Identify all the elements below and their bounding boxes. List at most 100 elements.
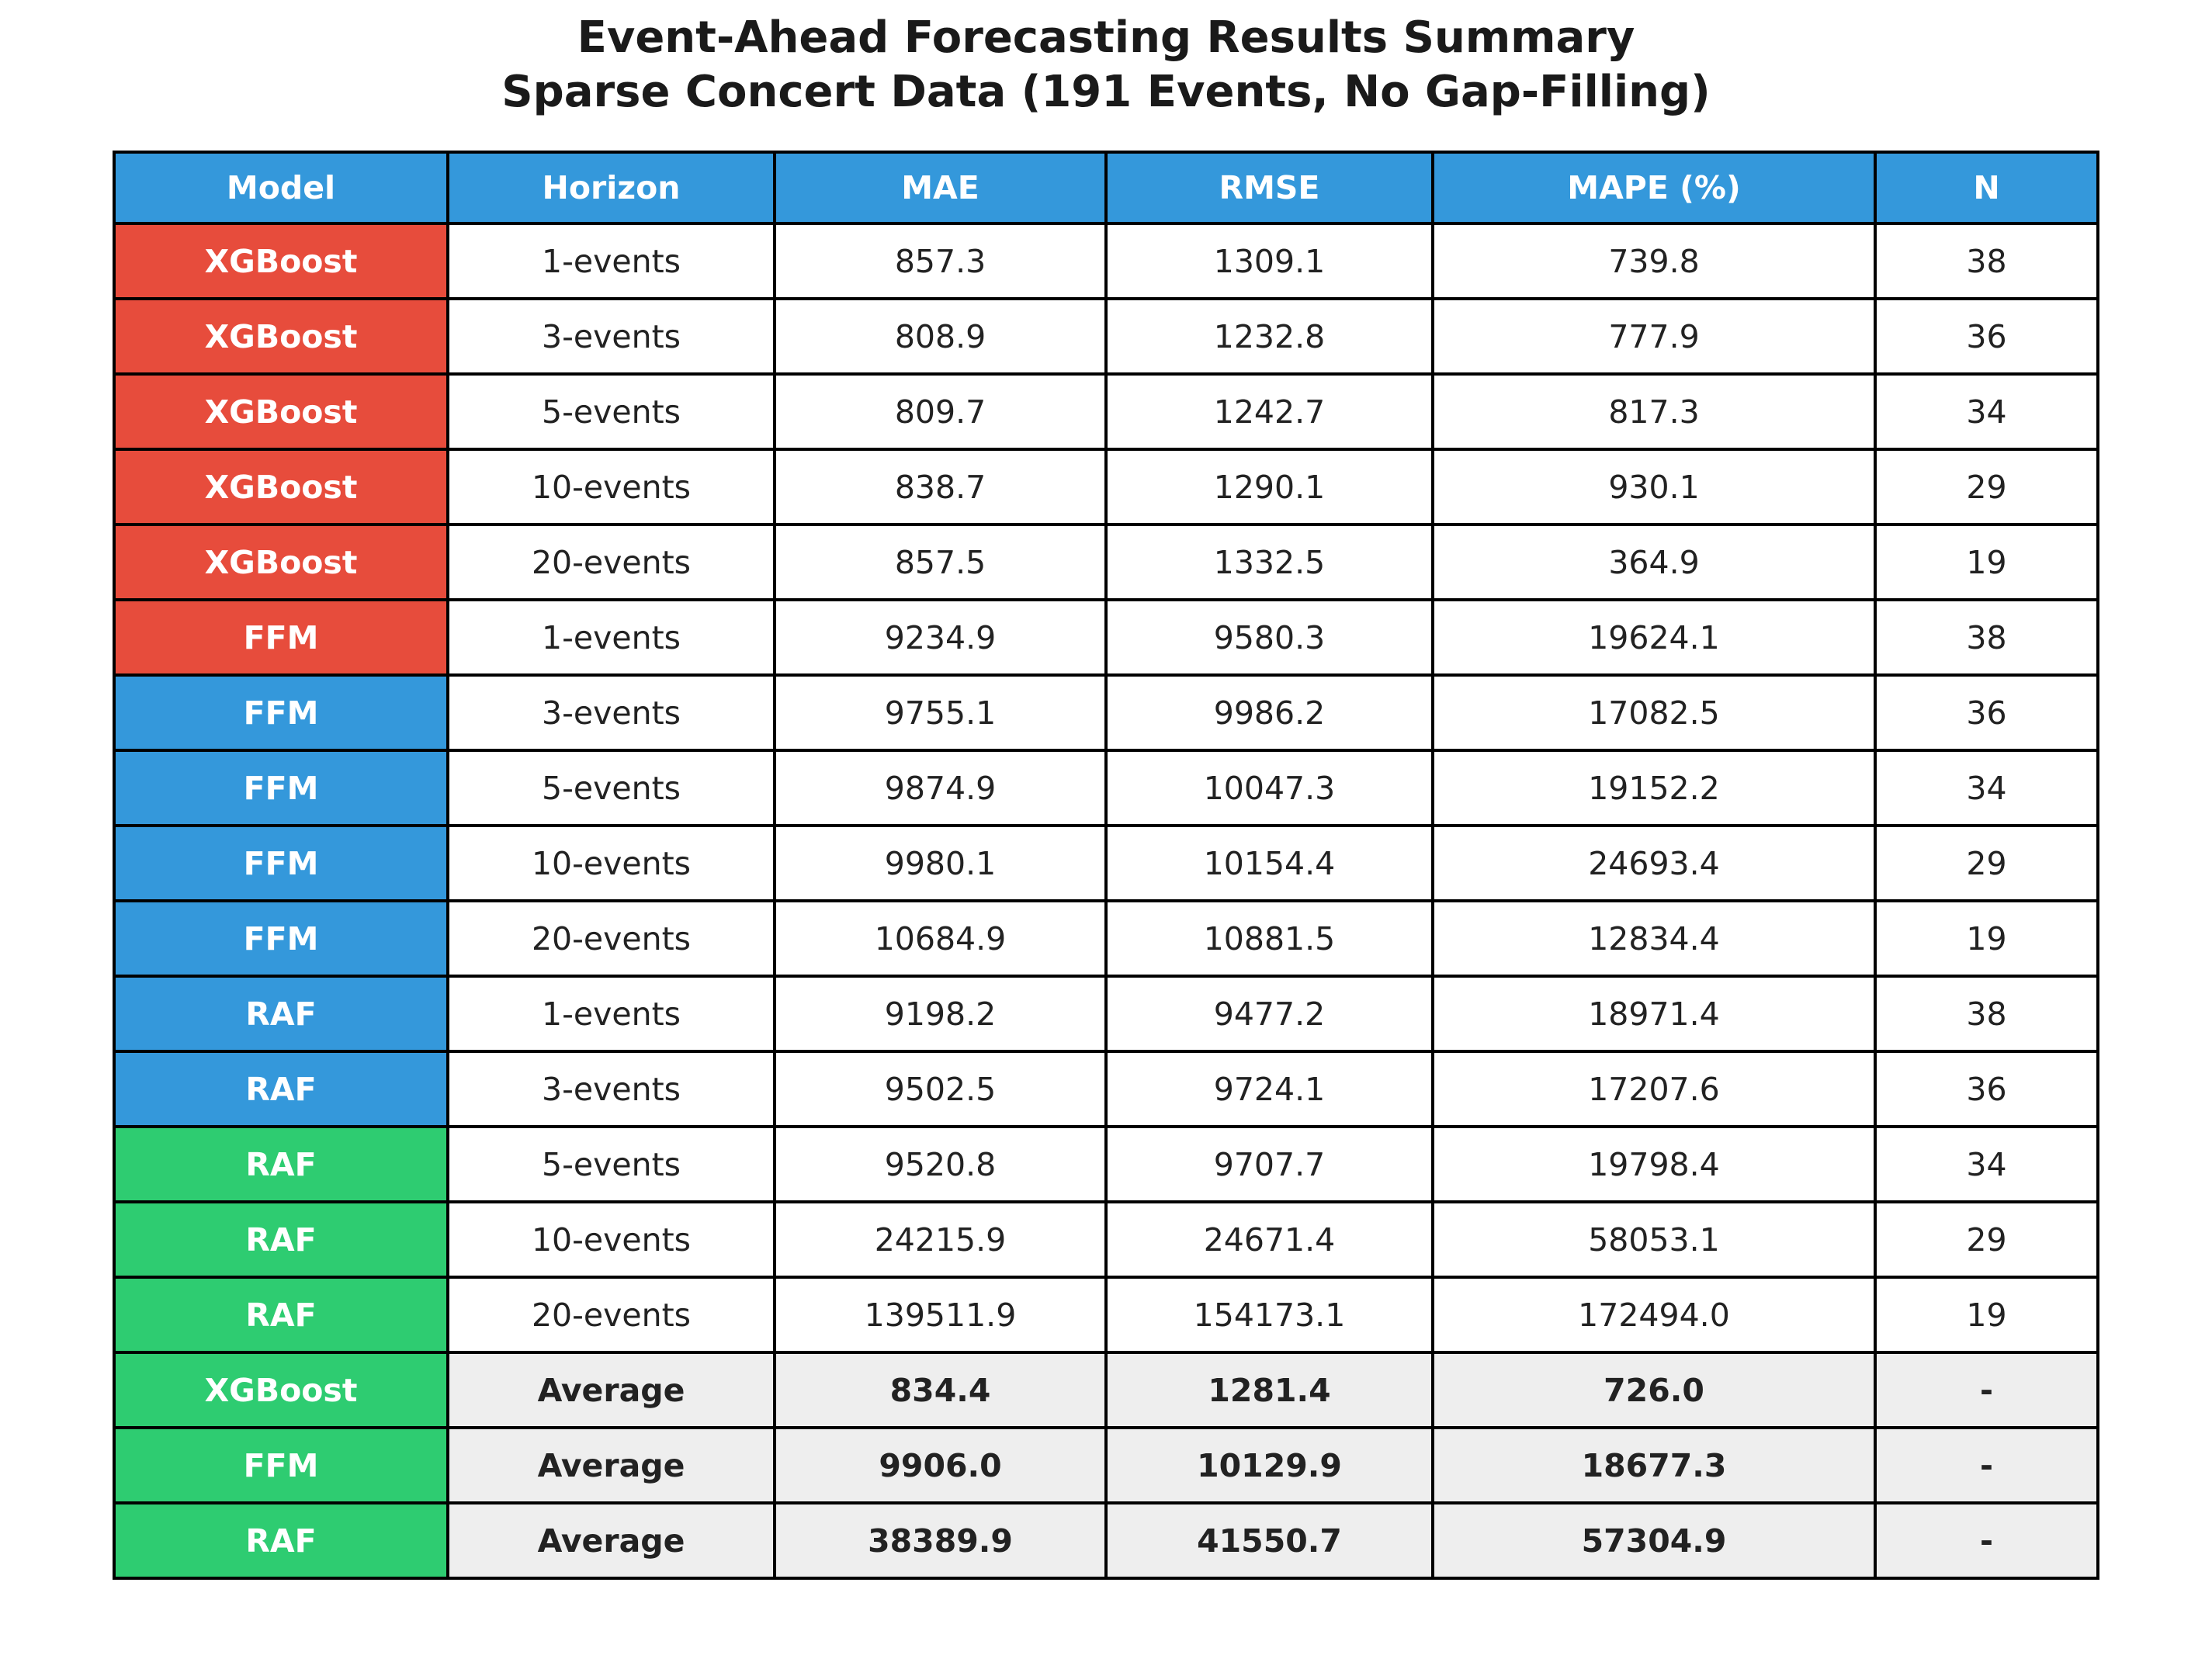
model-cell: RAF: [113, 1200, 449, 1279]
mae-cell: 834.4: [773, 1351, 1108, 1429]
horizon-cell: 10-events: [446, 448, 776, 526]
mae-cell: 857.5: [773, 523, 1108, 601]
horizon-cell: 5-events: [446, 1125, 776, 1203]
results-table: Model Horizon MAE RMSE MAPE (%) N XGBoos…: [113, 151, 2099, 1580]
col-header-rmse: RMSE: [1104, 151, 1434, 225]
mape-cell: 19624.1: [1431, 598, 1877, 677]
model-cell: RAF: [113, 1276, 449, 1354]
n-cell: 34: [1874, 372, 2099, 451]
mape-cell: 726.0: [1431, 1351, 1877, 1429]
mae-cell: 809.7: [773, 372, 1108, 451]
n-cell: 36: [1874, 673, 2099, 752]
mae-cell: 10684.9: [773, 899, 1108, 978]
mape-cell: 172494.0: [1431, 1276, 1877, 1354]
horizon-cell: Average: [446, 1351, 776, 1429]
n-cell: 34: [1874, 749, 2099, 827]
horizon-cell: Average: [446, 1426, 776, 1504]
col-header-mae: MAE: [773, 151, 1108, 225]
table-row: XGBoost 10-events 838.7 1290.1 930.1 29: [113, 448, 2099, 526]
mae-cell: 9755.1: [773, 673, 1108, 752]
mape-cell: 364.9: [1431, 523, 1877, 601]
mape-cell: 24693.4: [1431, 824, 1877, 902]
rmse-cell: 1232.8: [1104, 297, 1434, 376]
model-cell: RAF: [113, 1501, 449, 1580]
mae-cell: 857.3: [773, 222, 1108, 300]
table-row: RAF 20-events 139511.9 154173.1 172494.0…: [113, 1276, 2099, 1354]
n-cell: 19: [1874, 1276, 2099, 1354]
rmse-cell: 1242.7: [1104, 372, 1434, 451]
rmse-cell: 10154.4: [1104, 824, 1434, 902]
n-cell: 19: [1874, 523, 2099, 601]
mae-cell: 808.9: [773, 297, 1108, 376]
mape-cell: 739.8: [1431, 222, 1877, 300]
mae-cell: 38389.9: [773, 1501, 1108, 1580]
rmse-cell: 1290.1: [1104, 448, 1434, 526]
mae-cell: 9980.1: [773, 824, 1108, 902]
horizon-cell: 20-events: [446, 1276, 776, 1354]
header-row: Model Horizon MAE RMSE MAPE (%) N: [113, 151, 2099, 225]
horizon-cell: 3-events: [446, 1050, 776, 1128]
rmse-cell: 1332.5: [1104, 523, 1434, 601]
model-cell: FFM: [113, 749, 449, 827]
horizon-cell: 20-events: [446, 523, 776, 601]
rmse-cell: 10881.5: [1104, 899, 1434, 978]
mape-cell: 17207.6: [1431, 1050, 1877, 1128]
mae-cell: 9198.2: [773, 975, 1108, 1053]
model-cell: XGBoost: [113, 1351, 449, 1429]
table-row: FFM 10-events 9980.1 10154.4 24693.4 29: [113, 824, 2099, 902]
mape-cell: 17082.5: [1431, 673, 1877, 752]
model-cell: FFM: [113, 598, 449, 677]
model-cell: XGBoost: [113, 222, 449, 300]
horizon-cell: Average: [446, 1501, 776, 1580]
model-cell: FFM: [113, 899, 449, 978]
table-row: FFM 1-events 9234.9 9580.3 19624.1 38: [113, 598, 2099, 677]
n-cell: 19: [1874, 899, 2099, 978]
n-cell: 36: [1874, 297, 2099, 376]
rmse-cell: 1281.4: [1104, 1351, 1434, 1429]
horizon-cell: 3-events: [446, 673, 776, 752]
n-cell: 36: [1874, 1050, 2099, 1128]
model-cell: XGBoost: [113, 448, 449, 526]
mae-cell: 9520.8: [773, 1125, 1108, 1203]
n-cell: -: [1874, 1351, 2099, 1429]
mape-cell: 58053.1: [1431, 1200, 1877, 1279]
rmse-cell: 9724.1: [1104, 1050, 1434, 1128]
model-cell: FFM: [113, 824, 449, 902]
col-header-mape: MAPE (%): [1431, 151, 1877, 225]
rmse-cell: 1309.1: [1104, 222, 1434, 300]
rmse-cell: 9707.7: [1104, 1125, 1434, 1203]
mape-cell: 12834.4: [1431, 899, 1877, 978]
col-header-n: N: [1874, 151, 2099, 225]
horizon-cell: 1-events: [446, 222, 776, 300]
mape-cell: 19798.4: [1431, 1125, 1877, 1203]
horizon-cell: 20-events: [446, 899, 776, 978]
table-body: XGBoost 1-events 857.3 1309.1 739.8 38 X…: [113, 222, 2099, 1580]
mae-cell: 9874.9: [773, 749, 1108, 827]
rmse-cell: 154173.1: [1104, 1276, 1434, 1354]
horizon-cell: 10-events: [446, 1200, 776, 1279]
model-cell: XGBoost: [113, 523, 449, 601]
table-row: FFM 5-events 9874.9 10047.3 19152.2 34: [113, 749, 2099, 827]
n-cell: 38: [1874, 975, 2099, 1053]
model-cell: RAF: [113, 1050, 449, 1128]
rmse-cell: 24671.4: [1104, 1200, 1434, 1279]
rmse-cell: 9986.2: [1104, 673, 1434, 752]
horizon-cell: 1-events: [446, 598, 776, 677]
n-cell: -: [1874, 1501, 2099, 1580]
table-row: XGBoost 20-events 857.5 1332.5 364.9 19: [113, 523, 2099, 601]
title-line-1: Event-Ahead Forecasting Results Summary: [577, 12, 1635, 63]
rmse-cell: 9580.3: [1104, 598, 1434, 677]
n-cell: 38: [1874, 598, 2099, 677]
n-cell: 38: [1874, 222, 2099, 300]
col-header-model: Model: [113, 151, 449, 225]
table-row: XGBoost 3-events 808.9 1232.8 777.9 36: [113, 297, 2099, 376]
mae-cell: 139511.9: [773, 1276, 1108, 1354]
table-row: RAF 10-events 24215.9 24671.4 58053.1 29: [113, 1200, 2099, 1279]
page-title: Event-Ahead Forecasting Results Summary …: [0, 11, 2212, 119]
model-cell: FFM: [113, 673, 449, 752]
table-row: RAF 1-events 9198.2 9477.2 18971.4 38: [113, 975, 2099, 1053]
model-cell: FFM: [113, 1426, 449, 1504]
mape-cell: 57304.9: [1431, 1501, 1877, 1580]
n-cell: 29: [1874, 448, 2099, 526]
average-row: RAF Average 38389.9 41550.7 57304.9 -: [113, 1501, 2099, 1580]
